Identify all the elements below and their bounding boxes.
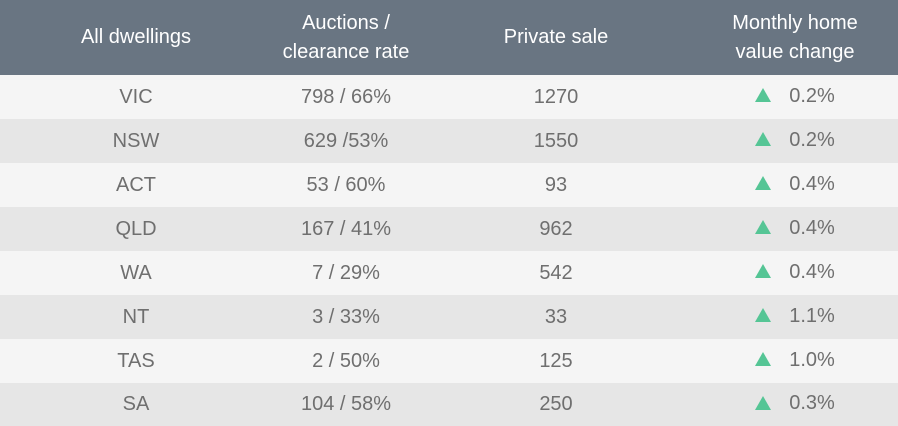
triangle-up-icon	[755, 132, 772, 147]
table-row: WA 7 / 29% 542 0.4%	[0, 251, 898, 295]
triangle-up-icon	[755, 176, 772, 191]
table-row: ACT 53 / 60% 93 0.4%	[0, 163, 898, 207]
table-row: TAS 2 / 50% 125 1.0%	[0, 339, 898, 383]
triangle-up-icon	[755, 264, 772, 279]
region-cell: TAS	[0, 339, 272, 383]
header-private-sale: Private sale	[420, 0, 692, 75]
change-wrap: 0.2%	[755, 85, 835, 108]
header-auctions-clearance: Auctions / clearance rate	[272, 0, 420, 75]
header-all-dwellings: All dwellings	[0, 0, 272, 75]
auctions-cell: 798 / 66%	[272, 75, 420, 119]
triangle-up-icon	[755, 220, 772, 235]
table-row: NT 3 / 33% 33 1.1%	[0, 295, 898, 339]
change-value: 0.4%	[789, 172, 835, 195]
region-cell: WA	[0, 251, 272, 295]
table-row: QLD 167 / 41% 962 0.4%	[0, 207, 898, 251]
header-monthly-line2: value change	[735, 40, 855, 63]
change-value: 1.0%	[789, 348, 835, 371]
header-monthly-line1: Monthly home	[732, 11, 858, 34]
change-cell: 0.4%	[692, 207, 898, 251]
auctions-cell: 167 / 41%	[272, 207, 420, 251]
header-private-sale-label: Private sale	[503, 26, 609, 48]
region-cell: VIC	[0, 75, 272, 119]
change-wrap: 0.4%	[755, 261, 835, 284]
change-cell: 0.2%	[692, 75, 898, 119]
private-sale-cell: 250	[420, 383, 692, 426]
change-wrap: 1.0%	[755, 349, 835, 372]
change-value: 0.3%	[789, 392, 835, 415]
header-row: All dwellings Auctions / clearance rate …	[0, 0, 898, 75]
triangle-up-icon	[755, 88, 772, 103]
change-value: 0.2%	[789, 84, 835, 107]
region-cell: SA	[0, 383, 272, 426]
change-value: 0.2%	[789, 128, 835, 151]
change-value: 0.4%	[789, 260, 835, 283]
change-cell: 0.2%	[692, 119, 898, 163]
header-auctions-line1: Auctions /	[302, 11, 390, 34]
change-value: 1.1%	[789, 304, 835, 327]
private-sale-cell: 962	[420, 207, 692, 251]
auctions-cell: 7 / 29%	[272, 251, 420, 295]
auctions-cell: 3 / 33%	[272, 295, 420, 339]
table-body: VIC 798 / 66% 1270 0.2% NSW 629 /53% 155…	[0, 75, 898, 426]
header-all-dwellings-label: All dwellings	[80, 26, 192, 48]
private-sale-cell: 1270	[420, 75, 692, 119]
auctions-cell: 53 / 60%	[272, 163, 420, 207]
change-wrap: 0.4%	[755, 217, 835, 240]
region-cell: ACT	[0, 163, 272, 207]
table-row: VIC 798 / 66% 1270 0.2%	[0, 75, 898, 119]
change-cell: 1.1%	[692, 295, 898, 339]
header-monthly-change: Monthly home value change	[692, 0, 898, 75]
auctions-cell: 2 / 50%	[272, 339, 420, 383]
header-auctions-line2: clearance rate	[282, 40, 410, 63]
change-wrap: 1.1%	[755, 305, 835, 328]
private-sale-cell: 93	[420, 163, 692, 207]
triangle-up-icon	[755, 308, 772, 323]
private-sale-cell: 33	[420, 295, 692, 339]
table-header: All dwellings Auctions / clearance rate …	[0, 0, 898, 75]
change-cell: 0.4%	[692, 163, 898, 207]
change-cell: 0.4%	[692, 251, 898, 295]
region-cell: QLD	[0, 207, 272, 251]
table-row: SA 104 / 58% 250 0.3%	[0, 383, 898, 426]
change-cell: 0.3%	[692, 383, 898, 426]
change-value: 0.4%	[789, 216, 835, 239]
private-sale-cell: 125	[420, 339, 692, 383]
auctions-cell: 104 / 58%	[272, 383, 420, 426]
triangle-up-icon	[755, 395, 772, 410]
change-wrap: 0.4%	[755, 173, 835, 196]
table-row: NSW 629 /53% 1550 0.2%	[0, 119, 898, 163]
region-cell: NSW	[0, 119, 272, 163]
region-cell: NT	[0, 295, 272, 339]
change-wrap: 0.2%	[755, 129, 835, 152]
triangle-up-icon	[755, 352, 772, 367]
private-sale-cell: 1550	[420, 119, 692, 163]
change-wrap: 0.3%	[755, 392, 835, 415]
change-cell: 1.0%	[692, 339, 898, 383]
auctions-cell: 629 /53%	[272, 119, 420, 163]
private-sale-cell: 542	[420, 251, 692, 295]
